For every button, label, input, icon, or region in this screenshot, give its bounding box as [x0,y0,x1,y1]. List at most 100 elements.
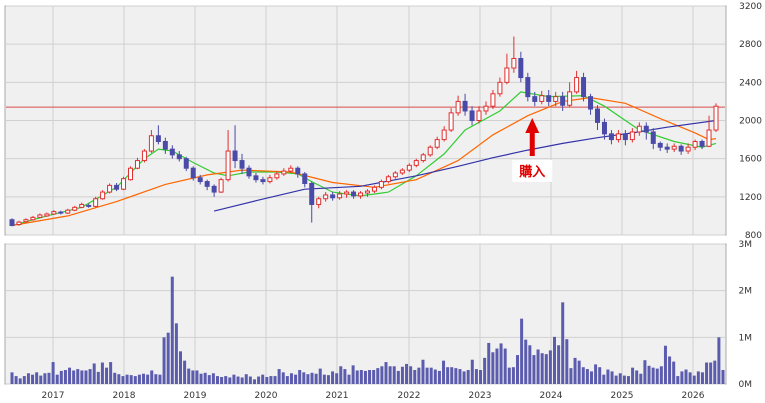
volume-bar [261,374,265,384]
candle-body [288,167,294,172]
candle-body [65,209,71,214]
volume-bar [392,366,396,384]
annotation-label-bg [512,160,553,182]
volume-bar [285,376,289,384]
volume-bar [659,366,663,384]
volume-bar [72,370,76,384]
candle [490,89,496,110]
volume-bar [400,366,404,384]
volume-bar [614,375,618,384]
volume-bar [310,372,314,384]
candle-body [588,96,594,110]
volume-bar [351,365,355,384]
volume-bar [80,370,84,384]
volume-bar [717,337,721,384]
volume-y-tick-label: 0M [739,380,753,390]
annotation-arrow-head [525,118,540,133]
volume-bar [59,370,63,384]
volume-bar [631,367,635,384]
candle-body [455,100,461,114]
candle [462,93,468,116]
candle-body [413,160,419,166]
volume-bar [688,372,692,384]
candle [483,101,489,115]
candle [58,210,64,215]
volume-bar [35,372,39,384]
candle [636,122,642,136]
volume-y-tick-label: 1M [739,333,753,343]
volume-bar [31,374,35,384]
volume-bar [232,374,236,384]
candle [518,51,524,83]
candle [23,218,29,224]
candle [204,179,210,191]
volume-bar [26,373,30,384]
volume-bar [409,366,413,384]
candle [121,176,127,191]
candle [469,106,475,126]
volume-bar [548,350,552,384]
candle-body [232,150,238,162]
price-y-tick-label: 800 [745,231,762,238]
candle [72,205,78,212]
candle [141,149,147,163]
candle [392,171,398,179]
candle [420,152,426,163]
volume-bar [47,372,51,384]
volume-bar [158,374,162,384]
x-tick-label: 2017 [42,391,65,401]
candle [344,190,350,198]
volume-bar [454,368,458,384]
volume-bar [84,370,88,384]
volume-bar [170,276,174,384]
candle-body [344,191,350,195]
volume-bar [105,367,109,384]
candle-body [100,191,106,200]
volume-bar [635,370,639,384]
candle-body [44,213,50,217]
candle [65,208,71,215]
volume-bar [651,367,655,384]
x-tick-label: 2026 [682,391,705,401]
volume-bars [10,276,725,384]
candle [657,141,663,152]
purchase-annotation: 購入 [512,118,553,182]
candle-body [434,139,440,148]
candle-body [72,206,78,211]
volume-bar [211,373,215,384]
volume-bar [705,362,709,384]
volume-bar [88,369,92,384]
candle [455,95,461,116]
candle-body [148,135,154,152]
volume-bar [215,376,219,384]
candle-body [37,214,43,218]
candle-body [183,158,189,169]
volume-bar [626,376,630,384]
candle-body [330,194,336,199]
volume-bar [569,368,573,384]
candle [79,202,85,209]
candle-body [295,167,301,175]
volume-bar [244,374,248,384]
volume-bar [598,367,602,384]
volume-bar [680,371,684,384]
candle-body [16,221,22,226]
candle-body [581,77,587,98]
moving-average-line [11,96,717,227]
candle-body [267,177,273,183]
candle [51,210,57,215]
volume-bar [552,336,556,384]
volume-bar [561,302,565,384]
volume-bar [166,332,170,384]
volume-bar [639,373,643,384]
candle [699,139,705,150]
volume-bar [425,367,429,384]
volume-y-tick-label: 2M [739,287,753,297]
volume-bar [606,369,610,384]
volume-bar [199,373,203,384]
volume-bar [663,345,667,384]
price-grid [6,5,725,236]
candle-body [190,167,196,179]
candle-body [316,198,322,205]
candle [93,196,99,208]
